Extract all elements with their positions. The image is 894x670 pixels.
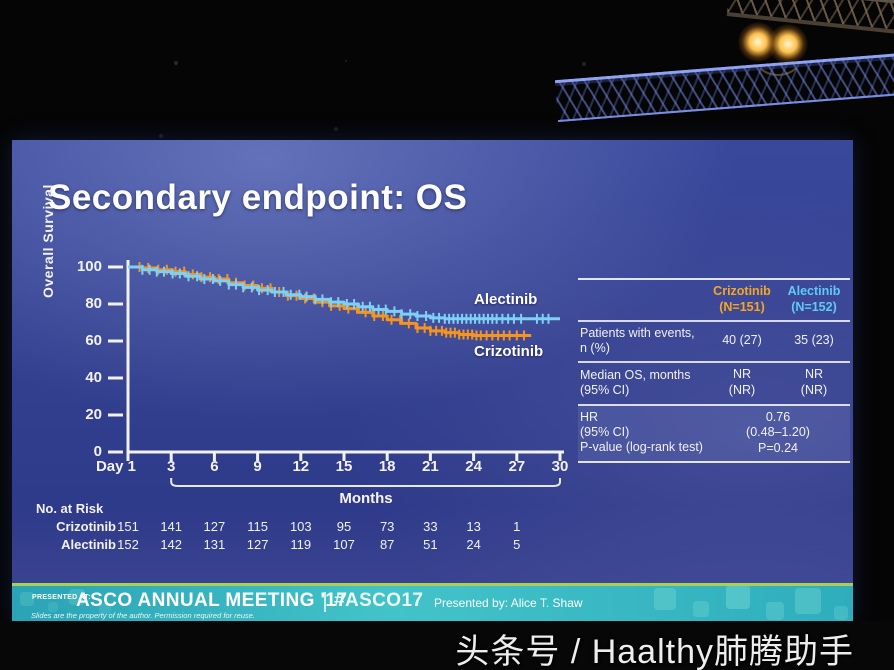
y-tick-label: 80	[85, 295, 102, 312]
risk-value: 51	[423, 537, 438, 552]
risk-value: 33	[423, 519, 438, 534]
risk-value: 87	[379, 537, 395, 552]
stats-header-row: Crizotinib (N=151) Alectinib (N=152)	[578, 280, 850, 320]
stats-row-events: Patients with events, n (%) 40 (27) 35 (…	[578, 320, 850, 361]
risk-value: 142	[160, 537, 183, 552]
asco-footer-banner: PRESENTED AT: ASCO ANNUAL MEETING '17 #A…	[12, 583, 853, 621]
risk-value: 95	[336, 519, 352, 534]
projected-slide: Secondary endpoint: OS Overall Survival …	[12, 140, 853, 621]
x-tick-label: 6	[210, 458, 219, 475]
months-bracket	[170, 478, 561, 487]
x-tick-label: 3	[167, 458, 176, 475]
alectinib-curve-label: Alectinib	[474, 291, 538, 308]
photo-bottom-strip: 头条号 / Haalthy肺腾助手	[0, 621, 894, 670]
molecule-deco-icon	[18, 590, 20, 592]
x-tick-label: 12	[292, 458, 310, 475]
os-stats-table: Crizotinib (N=151) Alectinib (N=152) Patie…	[578, 278, 850, 464]
risk-value: 115	[247, 519, 268, 534]
presenter-credit: Presented by: Alice T. Shaw	[434, 596, 583, 610]
x-tick-label: 27	[508, 458, 526, 475]
stats-header-crizotinib: Crizotinib (N=151)	[713, 284, 771, 314]
y-tick-label: 100	[76, 258, 102, 275]
x-tick-label: 9	[253, 458, 262, 475]
risk-value: 151	[117, 519, 139, 534]
y-tick-label: 40	[85, 369, 102, 386]
y-tick-label: 60	[85, 332, 102, 349]
risk-value: 119	[290, 537, 312, 552]
x-tick-label: 21	[422, 458, 439, 475]
risk-value: 107	[333, 537, 355, 552]
risk-value: 1	[513, 519, 521, 534]
molecule-deco-icon	[652, 588, 654, 590]
risk-value: 103	[289, 519, 312, 534]
risk-row-label-crizotinib: Crizotinib	[56, 519, 116, 534]
meeting-hashtag: #ASCO17	[334, 590, 424, 611]
meeting-title: ASCO ANNUAL MEETING '17	[76, 590, 348, 611]
risk-value: 152	[117, 537, 139, 552]
x-tick-label: 24	[465, 458, 482, 475]
x-tick-label: 15	[335, 458, 353, 475]
slide-title: Secondary endpoint: OS	[48, 178, 468, 217]
risk-value: 73	[379, 519, 395, 534]
stage-dust-lights	[0, 0, 2, 2]
risk-value: 24	[466, 537, 481, 552]
crizotinib-curve-label: Crizotinib	[474, 343, 544, 360]
stats-row-median-os: Median OS, months (95% CI) NR (NR) NR (N…	[578, 361, 850, 403]
risk-value: 141	[160, 519, 183, 534]
led-lit-truss	[554, 51, 894, 123]
stats-row-hr-pvalue: HR (95% CI) P-value (log-rank test) 0.76…	[578, 403, 850, 462]
risk-value: 13	[466, 519, 481, 534]
km-survival-chart	[108, 260, 564, 487]
x-tick-label: 30	[551, 458, 569, 475]
y-tick-label: 0	[93, 443, 102, 460]
risk-value: 5	[513, 537, 521, 552]
x-tick-label: 18	[378, 458, 396, 475]
y-tick-label: 20	[85, 406, 102, 423]
footer-divider	[324, 592, 326, 612]
slide-disclaimer: Slides are the property of the author. P…	[31, 611, 256, 620]
risk-row-label-alectinib: Alectinib	[61, 537, 116, 552]
risk-value: 127	[203, 519, 226, 534]
stats-header-alectinib: Alectinib (N=152)	[787, 284, 841, 314]
x-tick-label: Day 1	[95, 458, 136, 475]
watermark-text: 头条号 / Haalthy肺腾助手	[455, 633, 854, 670]
risk-table-title: No. at Risk	[36, 501, 104, 516]
risk-value: 131	[203, 537, 226, 552]
x-axis-label: Months	[339, 490, 393, 507]
risk-value: 127	[246, 537, 269, 552]
presented-at-label: PRESENTED AT:	[32, 594, 91, 601]
